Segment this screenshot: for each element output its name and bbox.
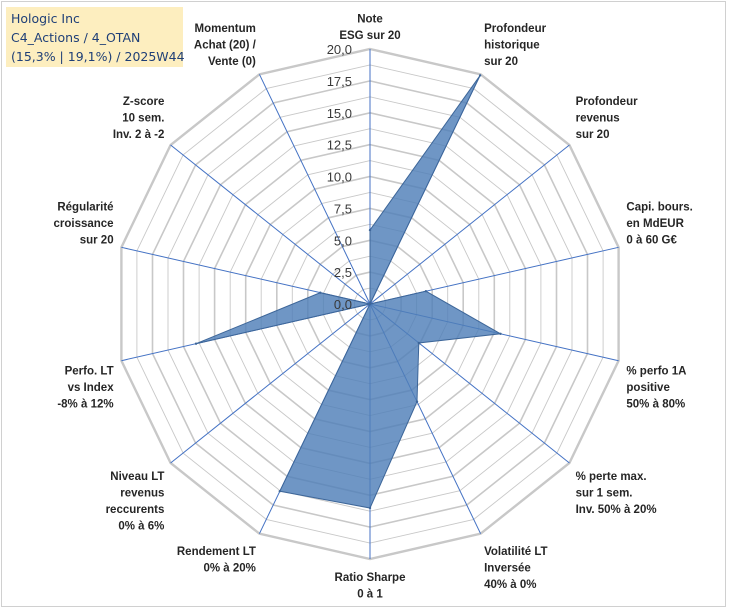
- axis-label-line: -8% à 12%: [57, 399, 113, 411]
- axis-label-line: sur 20: [80, 235, 114, 247]
- tick-label: 7,5: [334, 201, 352, 216]
- axis-label: Régularité croissance sur 20: [53, 202, 113, 247]
- axis-label-line: positive: [626, 382, 669, 394]
- axis-label-line: Momentum: [195, 23, 256, 35]
- tick-label: 17,5: [327, 74, 352, 89]
- axis-label-line: Niveau LT: [110, 471, 164, 483]
- axis-label-line: Inv. 2 à -2: [113, 129, 165, 141]
- data-point: [368, 302, 372, 306]
- data-point: [499, 332, 502, 335]
- axis-label-line: 0 à 60 G€: [626, 235, 677, 247]
- data-point: [424, 290, 428, 293]
- axis-label: Ratio Sharpe 0 à 1: [335, 572, 406, 601]
- axis-label-line: % perfo 1A: [626, 366, 686, 378]
- tick-label: 2,5: [334, 265, 352, 280]
- tick-label: 10,0: [327, 170, 352, 185]
- tick-label: 20,0: [327, 42, 352, 57]
- axis-label-line: Perfo. LT: [65, 366, 114, 378]
- axis-label-line: en MdEUR: [626, 218, 684, 230]
- axis-label-line: Inversée: [484, 563, 531, 575]
- chart-title-company: Hologic Inc: [11, 11, 80, 26]
- data-point: [478, 74, 482, 77]
- axis-label: Rendement LT 0% à 20%: [177, 546, 256, 575]
- tick-label: 15,0: [327, 106, 352, 121]
- axis-label-line: reccurents: [106, 504, 165, 516]
- axis-label-line: Inv. 50% à 20%: [576, 504, 657, 516]
- axis-label: % perte max. sur 1 sem. Inv. 50% à 20%: [576, 471, 657, 516]
- data-point: [368, 228, 372, 232]
- axis-spoke: [369, 144, 570, 305]
- axis-label-line: Ratio Sharpe: [335, 572, 406, 584]
- axis-label: Capi. bours. en MdEUR 0 à 60 G€: [626, 202, 692, 247]
- axis-label-line: sur 20: [484, 56, 518, 68]
- tick-label: 0,0: [334, 297, 352, 312]
- chart-title-category: C4_Actions / 4_OTAN: [11, 30, 141, 45]
- axis-label: Z-score 10 sem. Inv. 2 à -2: [113, 96, 165, 141]
- axis-spoke: [258, 74, 371, 305]
- axis-label-line: ESG sur 20: [339, 30, 400, 42]
- axis-label-line: 0 à 1: [357, 589, 383, 601]
- axis-label: Perfo. LT vs Index -8% à 12%: [57, 366, 114, 411]
- axis-label-line: revenus: [576, 113, 620, 125]
- axis-label: % perfo 1A positive 50% à 80%: [626, 366, 686, 411]
- axis-label-line: sur 20: [576, 129, 610, 141]
- axis-spoke: [170, 144, 371, 305]
- axis-label-line: Vente (0): [208, 56, 256, 68]
- tick-label: 5,0: [334, 233, 352, 248]
- axis-label-line: revenus: [120, 488, 164, 500]
- axis-label-line: Profondeur: [484, 23, 546, 35]
- data-area: [195, 75, 503, 509]
- axis-label-line: 50% à 80%: [626, 399, 685, 411]
- axis-label-line: sur 1 sem.: [576, 488, 633, 500]
- axis-label-line: Volatilité LT: [484, 546, 547, 558]
- axis-label-line: croissance: [53, 218, 113, 230]
- axis-label-line: Capi. bours.: [626, 202, 692, 214]
- axis-label-line: Note: [357, 14, 383, 26]
- axis-label-line: historique: [484, 40, 540, 52]
- axis-label-line: 0% à 6%: [118, 521, 164, 533]
- axis-label: Volatilité LT Inversée 40% à 0%: [484, 546, 547, 591]
- axis-label-line: 40% à 0%: [484, 579, 536, 591]
- axis-label-line: % perte max.: [576, 471, 647, 483]
- axis-label-line: Régularité: [57, 202, 113, 214]
- axis-label: Momentum Achat (20) / Vente (0): [194, 23, 257, 68]
- axis-spoke: [170, 303, 371, 464]
- axis-label-line: Rendement LT: [177, 546, 256, 558]
- axis-label-line: vs Index: [68, 382, 115, 394]
- axis-label-line: Z-score: [123, 96, 165, 108]
- axis-label: Note ESG sur 20: [339, 14, 400, 43]
- tick-label: 12,5: [327, 138, 352, 153]
- axis-label-line: 0% à 20%: [203, 563, 255, 575]
- data-point: [194, 342, 198, 345]
- data-point: [368, 506, 372, 510]
- axis-label: Profondeur revenus sur 20: [576, 96, 638, 141]
- chart-title-box: Hologic Inc C4_Actions / 4_OTAN (15,3% |…: [6, 7, 185, 67]
- data-point: [415, 400, 419, 403]
- data-point: [319, 291, 322, 294]
- axis-label-line: 10 sem.: [122, 113, 164, 125]
- chart-title-stats: (15,3% | 19,1%) / 2025W44: [11, 49, 185, 64]
- axis-label-line: Profondeur: [576, 96, 638, 108]
- data-point: [278, 490, 281, 493]
- data-point: [417, 341, 420, 345]
- axis-label: Profondeur historique sur 20: [484, 23, 546, 68]
- axis-label: Niveau LT revenus reccurents 0% à 6%: [106, 471, 165, 533]
- axis-label-line: Achat (20) /: [194, 40, 257, 52]
